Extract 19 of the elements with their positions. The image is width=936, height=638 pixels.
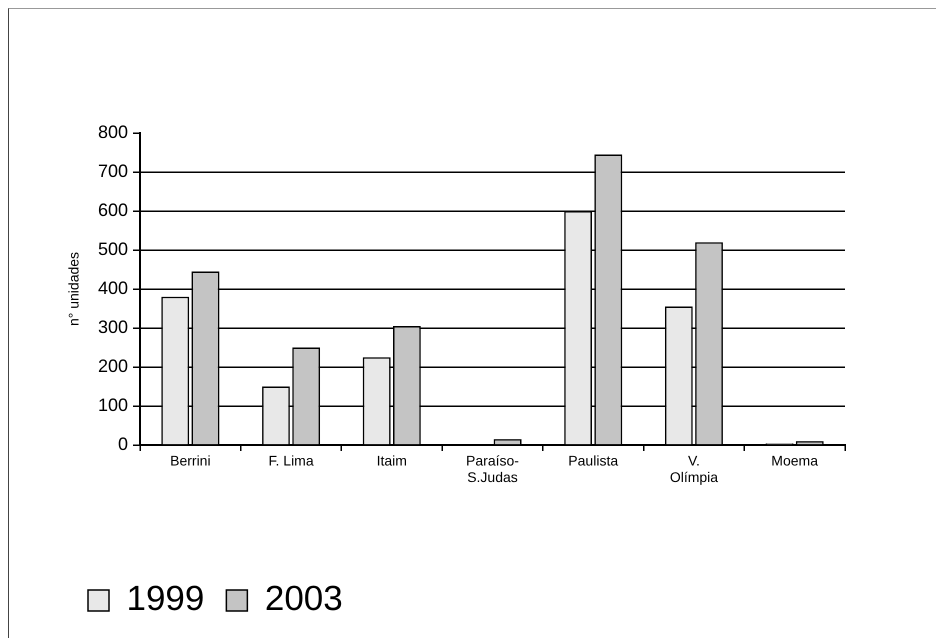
legend-label: 1999 [126,579,204,618]
y-tick-label: 800 [98,122,128,142]
y-tick-label: 700 [98,160,128,181]
y-tick-label: 500 [98,238,128,259]
y-tick-label: 300 [98,316,128,337]
y-tick-label: 200 [98,356,128,376]
x-tick-label: Paulista [568,452,618,468]
y-axis-title: n° unidades [65,252,82,326]
legend-label: 2003 [264,579,343,618]
x-tick-label: Itaim [376,452,407,468]
x-tick-label: F. Lima [268,452,314,468]
x-tick-label: Berrini [170,452,211,468]
x-tick-label: V. Olímpia [670,452,718,486]
x-tick-label: Moema [771,452,818,468]
y-tick-label: 400 [98,278,128,298]
y-tick-label: 0 [118,434,128,454]
x-tick-label: Paraíso-S.Judas [466,452,520,486]
y-tick-label: 100 [98,394,128,415]
y-tick-label: 600 [98,200,128,220]
